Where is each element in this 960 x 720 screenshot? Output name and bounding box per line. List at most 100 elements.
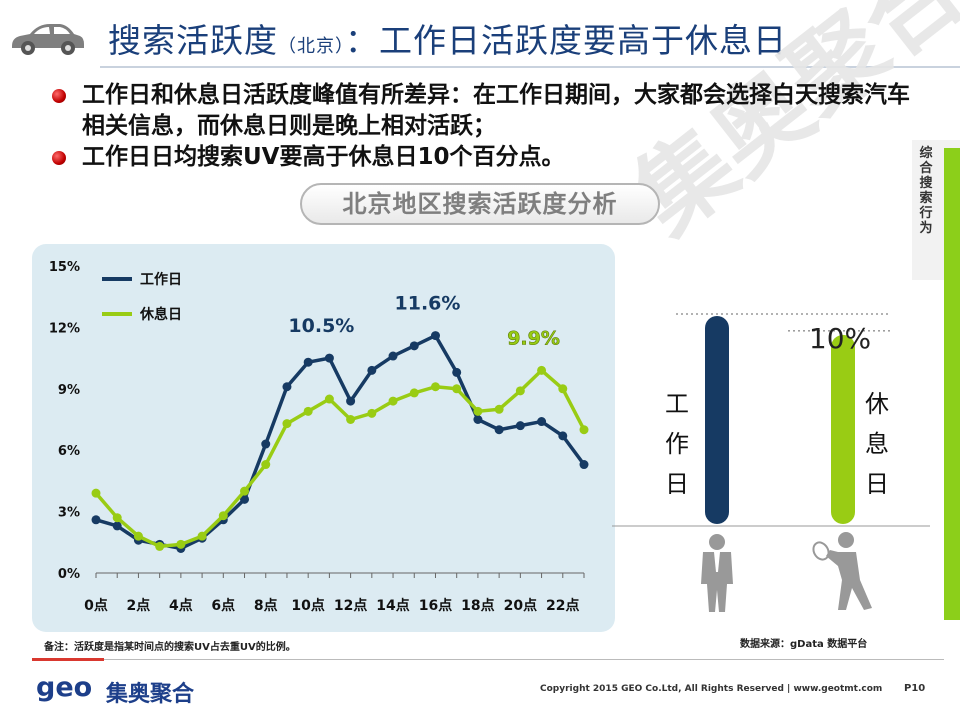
data-point [155,541,165,551]
data-point [494,425,504,435]
data-point [473,406,483,416]
data-point [515,421,525,431]
x-tick-label: 16点 [419,597,452,614]
x-tick-label: 0点 [84,597,108,614]
y-tick-label: 9% [58,383,80,398]
data-point [133,531,143,541]
x-tick-label: 20点 [504,597,537,614]
bullet-text: 工作日和休息日活跃度峰值有所差异：在工作日期间，大家都会选择白天搜索汽车相关信息… [82,82,910,139]
data-source: 数据来源：gData 数据平台 [740,639,868,650]
x-tick-label: 18点 [461,597,494,614]
data-label: 11.6% [395,293,461,315]
icon-tie [714,552,720,572]
legend-label: 工作日 [140,271,182,288]
data-point [473,415,483,424]
y-tick-label: 15% [49,260,80,275]
data-point [324,394,334,404]
data-point [367,408,377,418]
data-point [367,365,377,375]
icon-body [826,550,872,610]
legend-label: 休息日 [139,306,182,323]
data-point [346,415,356,424]
data-point [430,331,440,341]
data-point [388,396,398,406]
data-point [261,439,271,449]
side-accent-bar [944,148,960,620]
tennis-player-icon [812,532,872,610]
data-point [240,486,250,496]
data-point [176,539,186,549]
geo-logo: geo [36,672,93,703]
y-tick-label: 3% [58,506,80,521]
data-point [282,419,292,429]
rest-value-label: 10% [809,322,871,355]
x-tick-label: 12点 [334,597,367,614]
bullet-item: 工作日和休息日活跃度峰值有所差异：在工作日期间，大家都会选择白天搜索汽车相关信息… [50,80,910,142]
data-point [388,351,398,361]
y-tick-label: 6% [58,444,80,459]
rest-bar [831,334,855,524]
icon-head [709,534,725,550]
chart-panel [32,244,615,632]
data-point [346,396,356,406]
data-point [282,382,292,392]
x-tick-label: 8点 [254,597,278,614]
side-tag-label: 综合搜索行为 [919,146,933,236]
data-point [324,353,334,363]
y-tick-label: 12% [49,321,80,336]
data-point [494,404,504,414]
data-point [303,406,313,416]
data-label: 10.5% [288,315,354,337]
workday-bar-label: 工 作 日 [665,390,689,498]
data-point [91,515,101,525]
bullet-item: 工作日日均搜索UV要高于休息日10个百分点。 [50,142,910,173]
y-tick-label: 0% [58,567,80,582]
x-tick-label: 6点 [211,597,235,614]
data-point [558,384,568,394]
x-tick-label: 4点 [169,597,193,614]
footer-divider [104,659,944,660]
footer-accent [32,658,104,661]
data-point [558,431,568,441]
businessman-icon [701,534,733,612]
data-point [452,384,462,394]
icon-body [701,552,733,612]
data-point [197,531,207,541]
x-tick-label: 22点 [546,597,579,614]
bullet-dot-icon [52,89,66,103]
data-point [303,357,313,367]
data-point [91,488,101,498]
company-name: 集奥聚合 [106,682,195,707]
bullet-list: 工作日和休息日活跃度峰值有所差异：在工作日期间，大家都会选择白天搜索汽车相关信息… [50,80,910,173]
page-number: P10 [904,683,926,694]
car-icon [12,24,84,55]
title-divider [100,66,960,68]
icon-racket [812,541,830,561]
data-point [430,382,440,392]
icon-head [838,532,854,548]
workday-bar [705,316,729,524]
data-label: 9.9% [507,327,560,349]
data-point [452,367,462,377]
page-title: 搜索活跃度（北京）：工作日活跃度要高于休息日 [108,21,787,60]
rest-bar-label: 休 息 日 [865,390,889,498]
bullet-dot-icon [52,151,66,165]
x-tick-label: 10点 [291,597,324,614]
data-point [579,460,589,470]
data-point [240,494,250,504]
data-point [112,521,122,531]
chart-note: 备注：活跃度是指某时间点的搜索UV占去重UV的比例。 [44,642,296,653]
x-tick-label: 2点 [127,597,151,614]
data-point [579,425,589,435]
chart-subtitle: 北京地区搜索活跃度分析 [300,183,660,225]
data-point [537,365,547,375]
x-tick-label: 14点 [376,597,409,614]
copyright: Copyright 2015 GEO Co.Ltd, All Rights Re… [540,684,883,694]
data-point [515,386,525,396]
data-point [261,460,271,470]
data-point [112,513,122,523]
data-point [537,417,547,427]
data-point [409,341,419,351]
